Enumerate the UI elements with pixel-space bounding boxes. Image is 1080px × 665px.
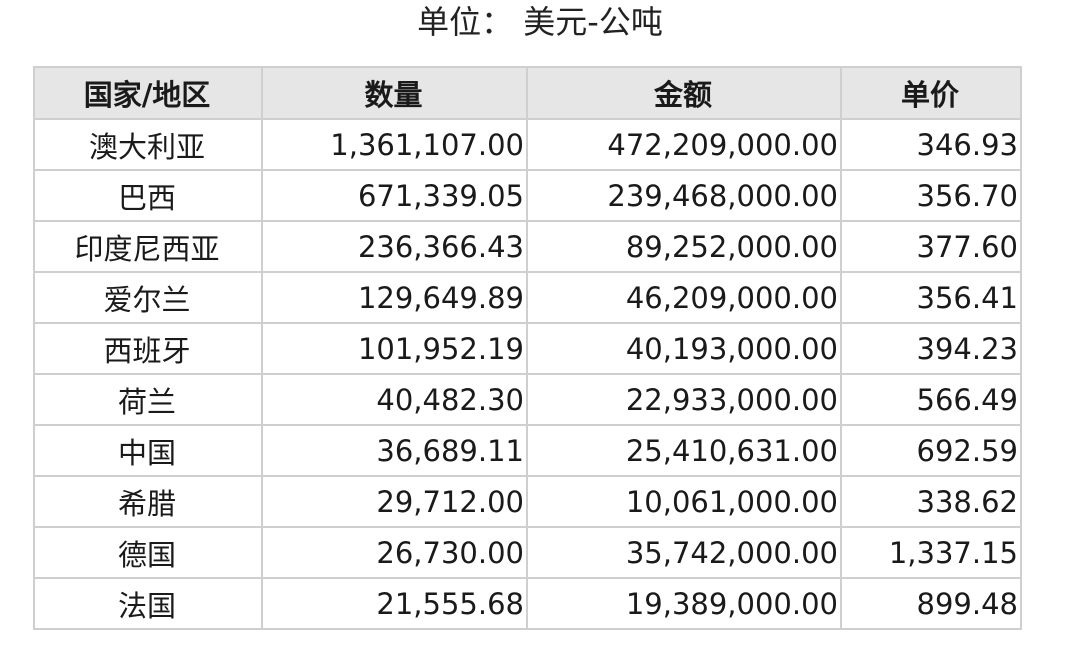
cell-amount: 46,209,000.00	[526, 271, 842, 324]
header-row: 国家/地区 数量 金额 单价	[33, 66, 1022, 120]
cell-quantity: 1,361,107.00	[261, 118, 528, 171]
header-country: 国家/地区	[33, 66, 263, 120]
cell-amount: 35,742,000.00	[526, 526, 842, 579]
table-row: 爱尔兰 129,649.89 46,209,000.00 356.41	[33, 271, 1022, 324]
cell-quantity: 21,555.68	[261, 577, 528, 630]
cell-amount: 10,061,000.00	[526, 475, 842, 528]
table-row: 希腊 29,712.00 10,061,000.00 338.62	[33, 475, 1022, 528]
cell-country: 巴西	[33, 169, 263, 222]
cell-unit-price: 377.60	[840, 220, 1022, 273]
cell-country: 印度尼西亚	[33, 220, 263, 273]
cell-unit-price: 356.70	[840, 169, 1022, 222]
cell-amount: 89,252,000.00	[526, 220, 842, 273]
cell-amount: 25,410,631.00	[526, 424, 842, 477]
cell-country: 澳大利亚	[33, 118, 263, 171]
cell-quantity: 101,952.19	[261, 322, 528, 375]
table-row: 澳大利亚 1,361,107.00 472,209,000.00 346.93	[33, 118, 1022, 171]
cell-quantity: 36,689.11	[261, 424, 528, 477]
cell-unit-price: 1,337.15	[840, 526, 1022, 579]
cell-quantity: 236,366.43	[261, 220, 528, 273]
cell-country: 法国	[33, 577, 263, 630]
cell-unit-price: 394.23	[840, 322, 1022, 375]
table-row: 德国 26,730.00 35,742,000.00 1,337.15	[33, 526, 1022, 579]
cell-country: 荷兰	[33, 373, 263, 426]
cell-amount: 40,193,000.00	[526, 322, 842, 375]
table-row: 西班牙 101,952.19 40,193,000.00 394.23	[33, 322, 1022, 375]
cell-quantity: 29,712.00	[261, 475, 528, 528]
table-row: 中国 36,689.11 25,410,631.00 692.59	[33, 424, 1022, 477]
cell-unit-price: 692.59	[840, 424, 1022, 477]
cell-amount: 22,933,000.00	[526, 373, 842, 426]
header-unit-price: 单价	[840, 66, 1022, 120]
table-row: 法国 21,555.68 19,389,000.00 899.48	[33, 577, 1022, 630]
cell-amount: 239,468,000.00	[526, 169, 842, 222]
cell-country: 爱尔兰	[33, 271, 263, 324]
table-row: 荷兰 40,482.30 22,933,000.00 566.49	[33, 373, 1022, 426]
header-amount: 金额	[526, 66, 842, 120]
cell-country: 中国	[33, 424, 263, 477]
unit-title: 单位： 美元-公吨	[417, 3, 663, 41]
cell-unit-price: 566.49	[840, 373, 1022, 426]
cell-quantity: 26,730.00	[261, 526, 528, 579]
cell-amount: 472,209,000.00	[526, 118, 842, 171]
cell-country: 西班牙	[33, 322, 263, 375]
header-quantity: 数量	[261, 66, 528, 120]
cell-quantity: 671,339.05	[261, 169, 528, 222]
cell-country: 希腊	[33, 475, 263, 528]
cell-amount: 19,389,000.00	[526, 577, 842, 630]
cell-unit-price: 356.41	[840, 271, 1022, 324]
table-row: 巴西 671,339.05 239,468,000.00 356.70	[33, 169, 1022, 222]
cell-unit-price: 338.62	[840, 475, 1022, 528]
cell-country: 德国	[33, 526, 263, 579]
cell-unit-price: 899.48	[840, 577, 1022, 630]
cell-quantity: 129,649.89	[261, 271, 528, 324]
cell-quantity: 40,482.30	[261, 373, 528, 426]
table-row: 印度尼西亚 236,366.43 89,252,000.00 377.60	[33, 220, 1022, 273]
cell-unit-price: 346.93	[840, 118, 1022, 171]
trade-table: 国家/地区 数量 金额 单价 澳大利亚 1,361,107.00 472,209…	[33, 66, 1022, 630]
